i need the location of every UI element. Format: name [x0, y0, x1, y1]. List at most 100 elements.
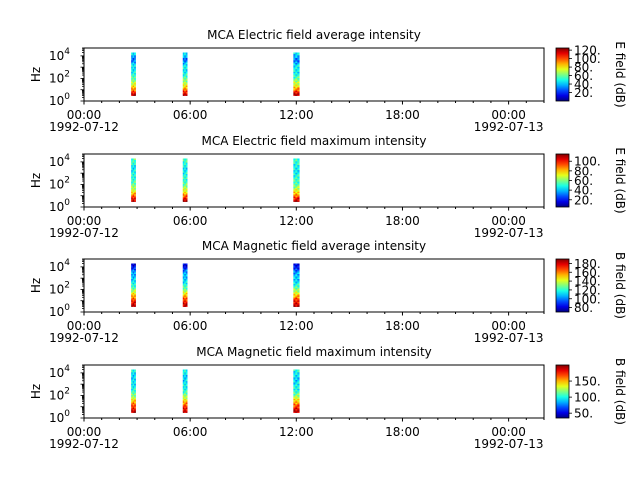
spectrogram-cell [134, 86, 136, 89]
spectrogram-cell [131, 293, 133, 296]
spectrogram-cell [182, 66, 185, 69]
spectrogram-cell [132, 398, 135, 401]
spectrogram-cell [293, 297, 296, 300]
spectrogram-cell [293, 194, 296, 196]
spectrogram-cell [134, 288, 136, 291]
spectrogram-cell [134, 393, 136, 396]
x-tick-date: 1992-07-12 [49, 120, 119, 134]
spectrogram-cell [295, 403, 298, 406]
spectrogram-cell [293, 407, 296, 410]
spectrogram-cell [134, 91, 136, 94]
spectrogram-cell [132, 297, 135, 300]
spectrogram-cell [293, 195, 296, 197]
spectrogram-cell [131, 196, 133, 199]
spectrogram-cell [184, 393, 187, 396]
spectrogram-cell [295, 197, 298, 200]
spectrogram-cell [185, 163, 188, 166]
y-tick-label: 100 [49, 92, 70, 108]
spectrogram-cell [182, 277, 185, 280]
spectrogram-cell [131, 178, 133, 181]
spectrogram-cell [132, 77, 135, 80]
spectrogram-cell [295, 171, 298, 173]
spectrogram-cell [185, 65, 188, 67]
spectrogram-cell [132, 187, 135, 190]
spectrogram-cell [297, 411, 300, 413]
data-segment-1 [131, 369, 136, 413]
x-tick-label: 00:00 [491, 319, 526, 333]
spectrogram-cell [134, 183, 136, 186]
spectrogram-cell [132, 74, 135, 76]
spectrogram-cell [185, 91, 188, 94]
spectrogram-cell [131, 186, 133, 188]
x-tick-label: 00:00 [491, 425, 526, 439]
spectrogram-cell [295, 305, 298, 307]
spectrogram-cell [182, 163, 185, 166]
spectrogram-cell [295, 53, 298, 56]
spectrogram-cell [185, 268, 188, 271]
spectrogram-cell [293, 302, 296, 305]
spectrogram-cell [132, 158, 135, 161]
spectrogram-cell [131, 290, 133, 292]
spectrogram-cell [293, 58, 296, 61]
spectrogram-cell [295, 57, 298, 60]
spectrogram-cell [295, 169, 298, 172]
spectrogram-cell [184, 65, 187, 67]
spectrogram-cell [185, 276, 188, 278]
spectrogram-cell [182, 387, 185, 389]
spectrogram-cell [295, 387, 298, 389]
spectrogram-cell [295, 56, 298, 58]
spectrogram-cell [184, 176, 187, 178]
spectrogram-cell [293, 93, 296, 95]
spectrogram-cell [185, 385, 188, 388]
spectrogram-cell [293, 173, 296, 176]
spectrogram-cell [131, 263, 133, 266]
spectrogram-cell [182, 396, 185, 398]
y-axis: 100 102 104 [49, 47, 84, 108]
spectrogram-cell [132, 278, 135, 281]
spectrogram-cell [132, 80, 135, 82]
spectrogram-cell [293, 174, 296, 177]
x-tick-label: 18:00 [385, 214, 420, 228]
spectrogram-cell [297, 271, 300, 273]
spectrogram-cell [131, 191, 133, 194]
spectrogram-cell [131, 76, 133, 79]
spectrogram-cell [293, 90, 296, 93]
spectrogram-cell [185, 264, 188, 267]
spectrogram-cell [295, 402, 298, 405]
spectrogram-cell [132, 276, 135, 278]
spectrogram-cell [134, 192, 136, 195]
spectrogram-cell [182, 185, 185, 187]
spectrogram-cell [297, 74, 300, 76]
spectrogram-cell [295, 166, 298, 168]
spectrogram-cell [184, 290, 187, 292]
chart-title: MCA Electric field maximum intensity [201, 134, 426, 148]
spectrogram-cell [184, 299, 187, 301]
spectrogram-cell [185, 192, 188, 195]
spectrogram-cell [131, 68, 133, 71]
spectrogram-cell [293, 65, 296, 67]
spectrogram-cell [295, 291, 298, 293]
spectrogram-cell [182, 393, 185, 396]
spectrogram-cell [297, 187, 300, 190]
spectrogram-cell [182, 178, 185, 181]
spectrogram-cell [184, 271, 187, 273]
y-axis: 100 102 104 [49, 364, 84, 425]
spectrogram-cell [293, 282, 296, 285]
spectrogram-cell [182, 385, 185, 388]
spectrogram-cell [182, 186, 185, 188]
spectrogram-cell [134, 185, 136, 187]
spectrogram-cell [295, 285, 298, 287]
spectrogram-cell [134, 373, 136, 375]
spectrogram-cell [295, 290, 298, 292]
spectrogram-cell [293, 192, 296, 195]
spectrogram-cell [184, 85, 187, 88]
spectrogram-cell [134, 56, 136, 58]
x-tick-date: 1992-07-13 [474, 331, 544, 345]
spectrogram-cell [132, 72, 135, 75]
spectrogram-cell [132, 267, 135, 269]
spectrogram-cell [185, 158, 188, 161]
spectrogram-cell [132, 281, 135, 283]
spectrogram-cell [131, 200, 133, 202]
spectrogram-cell [295, 277, 298, 280]
spectrogram-cell [131, 80, 133, 82]
